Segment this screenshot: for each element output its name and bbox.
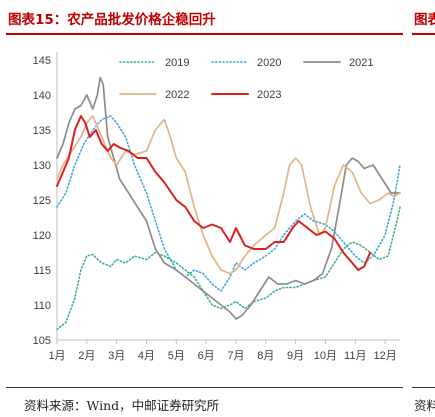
series-line-2023	[56, 115, 372, 271]
series-lines	[56, 76, 401, 331]
x-tick-label: 2月	[78, 350, 95, 362]
next-figure-title-fragment: 图表	[414, 12, 435, 28]
y-tick-label: 135	[33, 125, 51, 137]
y-tick-label: 125	[33, 195, 51, 207]
x-tick-label: 7月	[227, 350, 244, 362]
chart-background	[0, 40, 435, 380]
legend-label-2022: 2022	[165, 89, 189, 101]
source-note: 资料来源：Wind，中邮证券研究所	[24, 398, 220, 413]
figure-header: 图表15：农产品批发价格企稳回升 图表	[0, 0, 435, 35]
legend: 2019 2020 2021 2022 2023	[119, 57, 373, 101]
legend-label-2021: 2021	[349, 57, 373, 69]
y-tick-label: 145	[33, 55, 51, 67]
y-tick-label: 120	[33, 230, 51, 242]
x-tick-label: 1月	[48, 350, 65, 362]
y-tick-label: 105	[33, 335, 51, 347]
y-tick-label: 110	[33, 300, 51, 312]
x-tick-label: 6月	[198, 350, 215, 362]
footer-rule	[6, 387, 403, 388]
legend-label-2019: 2019	[165, 57, 189, 69]
x-tick-label: 4月	[138, 350, 155, 362]
series-line-2020	[56, 115, 401, 292]
legend-label-2020: 2020	[257, 57, 281, 69]
legend-label-2023: 2023	[257, 89, 281, 101]
series-line-2022	[56, 115, 401, 275]
figure-footer: 资料来源：Wind，中邮证券研究所 资料	[0, 387, 435, 417]
y-tick-label: 115	[33, 265, 51, 277]
x-tick-label: 12月	[373, 350, 396, 362]
next-title-rule	[412, 33, 435, 35]
series-line-2021	[56, 76, 401, 320]
figure-title: 图表15：农产品批发价格企稳回升	[8, 12, 216, 28]
axes: 105 110 115 120 125 130 135 140 145 1月 2月 3月 4月 5月 6月 7…	[33, 52, 400, 362]
x-tick-label: 8月	[257, 350, 274, 362]
next-source-fragment: 资料	[414, 398, 435, 413]
x-tick-label: 5月	[168, 350, 185, 362]
y-tick-label: 130	[33, 160, 51, 172]
x-tick-label: 9月	[287, 350, 304, 362]
title-rule	[6, 33, 403, 35]
line-chart: 105 110 115 120 125 130 135 140 145 1月 2月 3月 4月 5月 6月 7…	[0, 40, 435, 380]
x-tick-label: 3月	[108, 350, 125, 362]
next-footer-rule	[412, 387, 435, 388]
x-tick-label: 10月	[314, 350, 337, 362]
y-tick-label: 140	[33, 90, 51, 102]
series-line-2019	[56, 206, 401, 331]
x-tick-label: 11月	[344, 350, 366, 362]
